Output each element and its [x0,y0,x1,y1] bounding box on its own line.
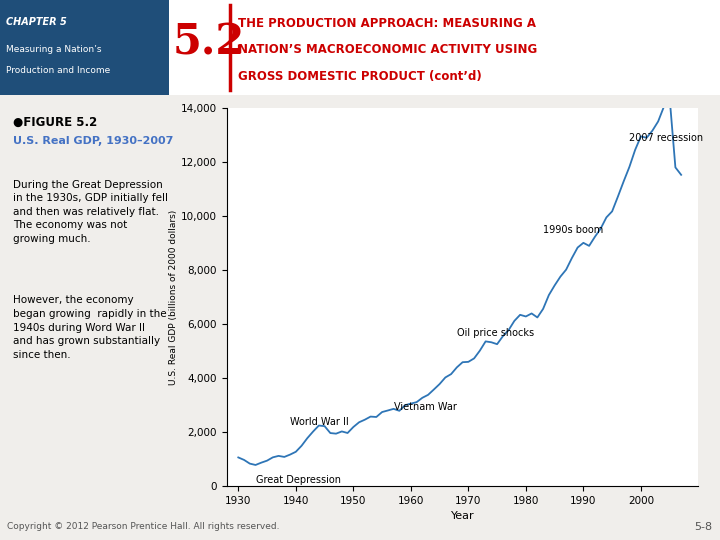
Text: Vietnam War: Vietnam War [394,402,456,411]
Text: 5.2: 5.2 [173,22,246,64]
Text: Oil price shocks: Oil price shocks [457,327,534,338]
Text: Production and Income: Production and Income [6,66,110,75]
Text: 2007 recession: 2007 recession [629,133,703,143]
Text: During the Great Depression
in the 1930s, GDP initially fell
and then was relati: During the Great Depression in the 1930s… [13,180,168,244]
Text: CHAPTER 5: CHAPTER 5 [6,17,66,27]
X-axis label: Year: Year [451,511,474,521]
Y-axis label: U.S. Real GDP (billions of 2000 dollars): U.S. Real GDP (billions of 2000 dollars) [169,210,178,384]
Text: NATION’S MACROECONOMIC ACTIVITY USING: NATION’S MACROECONOMIC ACTIVITY USING [238,44,537,57]
Text: U.S. Real GDP, 1930–2007: U.S. Real GDP, 1930–2007 [13,136,174,146]
Text: However, the economy
began growing  rapidly in the
1940s during Word War II
and : However, the economy began growing rapid… [13,295,166,360]
Text: World War II: World War II [290,416,348,427]
Text: 1990s boom: 1990s boom [543,225,603,235]
Text: THE PRODUCTION APPROACH: MEASURING A: THE PRODUCTION APPROACH: MEASURING A [238,17,536,30]
FancyBboxPatch shape [169,0,720,94]
Text: 5-8: 5-8 [695,522,713,531]
Text: ●FIGURE 5.2: ●FIGURE 5.2 [13,116,97,129]
Text: Great Depression: Great Depression [256,475,341,485]
Text: GROSS DOMESTIC PRODUCT (cont’d): GROSS DOMESTIC PRODUCT (cont’d) [238,70,482,83]
FancyBboxPatch shape [0,0,169,94]
Text: Measuring a Nation’s: Measuring a Nation’s [6,45,102,55]
Text: Copyright © 2012 Pearson Prentice Hall. All rights reserved.: Copyright © 2012 Pearson Prentice Hall. … [7,522,279,531]
